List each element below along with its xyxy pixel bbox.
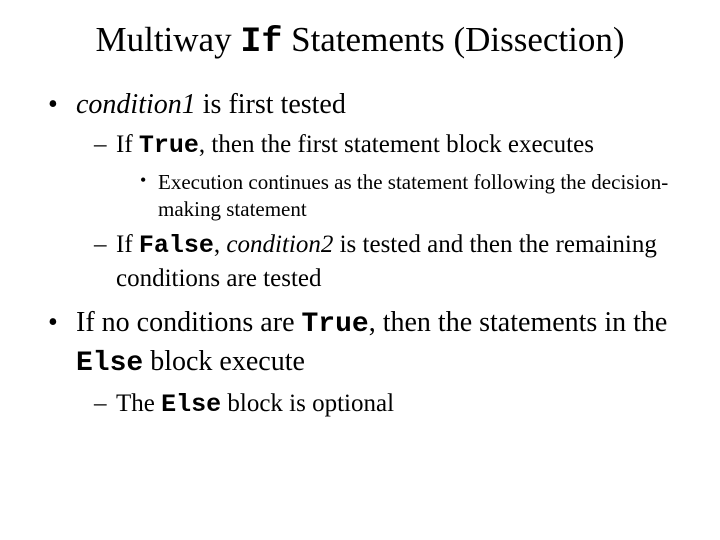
title-post: Statements (Dissection) <box>282 20 624 59</box>
text-segment: The <box>116 390 161 417</box>
text-segment: Else <box>76 348 143 379</box>
title-code: If <box>240 22 282 62</box>
text-segment: False <box>139 231 214 260</box>
text-segment: is first tested <box>196 89 346 120</box>
list-item: If no conditions are True, then the stat… <box>48 305 690 421</box>
text-segment: If <box>116 231 139 258</box>
list-item: If True, then the first statement block … <box>94 129 690 223</box>
slide-title: Multiway If Statements (Dissection) <box>30 18 690 65</box>
text-segment: , then the first statement block execute… <box>199 131 594 158</box>
text-segment: Else <box>161 390 221 419</box>
text-segment: condition2 <box>226 231 333 258</box>
list-item: The Else block is optional <box>94 388 690 422</box>
bullet-list: condition1 is first testedIf True, then … <box>30 87 690 422</box>
text-segment: block execute <box>143 346 305 377</box>
text-segment: , <box>214 231 227 258</box>
text-segment: True <box>139 131 199 160</box>
title-pre: Multiway <box>95 20 240 59</box>
text-segment: , then the statements in the <box>369 307 668 338</box>
text-segment: condition1 <box>76 89 196 120</box>
list-item: condition1 is first tested If True, then … <box>48 87 690 295</box>
sub-list: If True, then the first statement block … <box>76 129 690 295</box>
text-segment: If no conditions are <box>76 307 302 338</box>
text-segment: Execution continues as the statement fol… <box>158 170 668 221</box>
text-segment: block is optional <box>221 390 394 417</box>
sub-list: Execution continues as the statement fol… <box>116 169 690 224</box>
text-segment: True <box>302 309 369 340</box>
text-segment: If <box>116 131 139 158</box>
list-item: Execution continues as the statement fol… <box>140 169 690 224</box>
list-item: If False, condition2 is tested and then … <box>94 229 690 295</box>
sub-list: The Else block is optional <box>76 388 690 422</box>
